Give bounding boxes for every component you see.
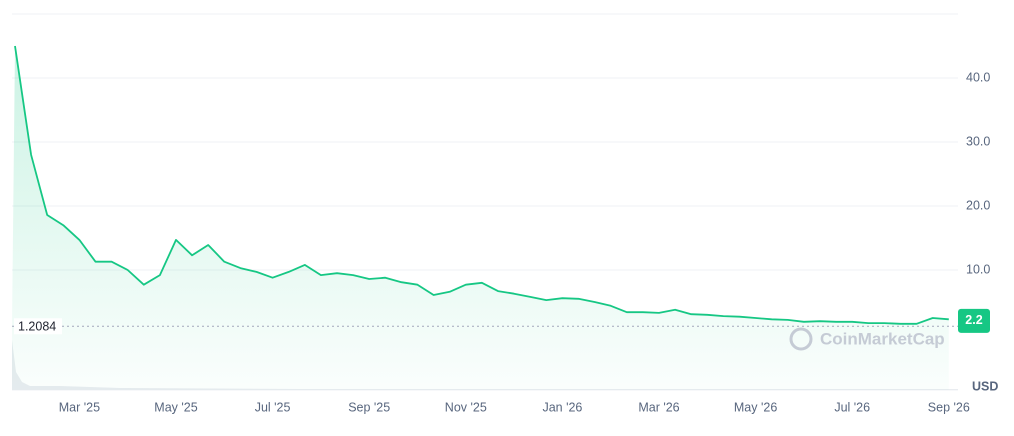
y-tick-label: 40.0 [966,70,990,84]
y-tick-label: 10.0 [966,262,990,276]
area-fill [12,46,949,390]
last-price-tag [958,308,990,333]
price-line [14,45,949,325]
x-tick-label: Sep '26 [928,400,970,414]
x-tick-label: Mar '26 [638,400,679,414]
x-tick-label: May '25 [154,400,197,414]
x-tick-label: Jul '26 [834,400,870,414]
last-price-label: 2.2 [965,313,982,327]
watermark-text: CoinMarketCap [820,329,945,348]
y-unit: USD [972,379,998,393]
x-tick-label: May '26 [734,400,777,414]
watermark: CoinMarketCap [789,327,945,351]
watermark-logo [789,327,813,351]
y-tick-label: 20.0 [966,198,990,212]
x-tick-label: Nov '25 [445,400,487,414]
y-tick-label: 30.0 [966,134,990,148]
baseline-label: 1.2084 [18,320,56,334]
x-tick-label: Jan '26 [542,400,582,414]
x-tick-label: Jul '25 [255,400,291,414]
baseline-label-bg [14,318,62,335]
x-tick-label: Mar '25 [59,400,100,414]
x-tick-label: Sep '25 [348,400,390,414]
